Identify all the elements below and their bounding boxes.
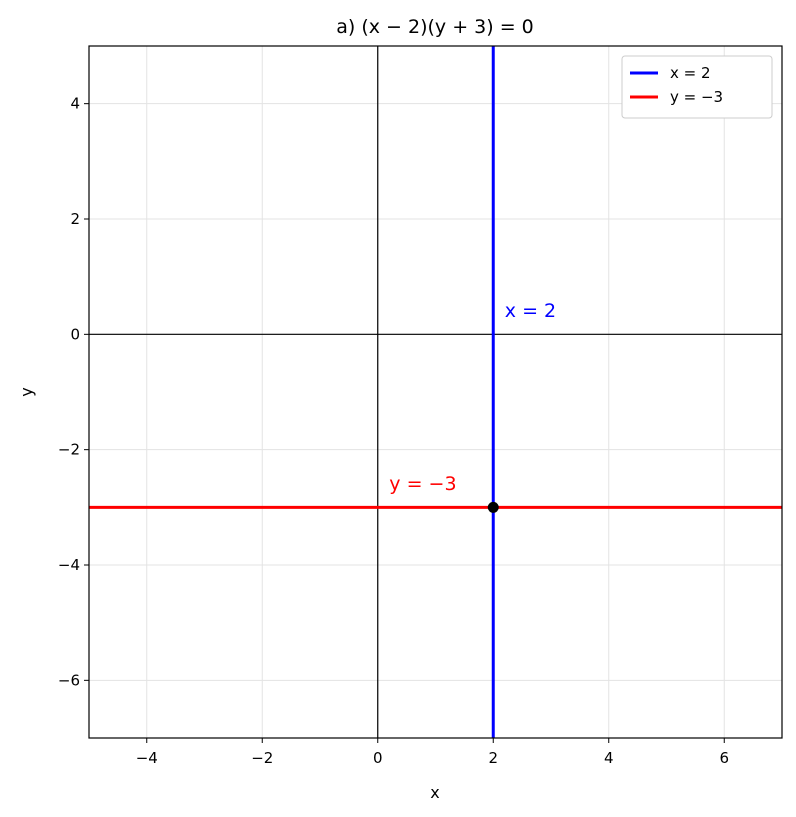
x-tick-label: 4 [604, 749, 614, 767]
y-tick-label: −2 [58, 441, 80, 459]
x-tick-label: −2 [251, 749, 273, 767]
y-tick-label: 2 [70, 210, 80, 228]
plot-frame [88, 45, 783, 739]
point [487, 501, 499, 513]
x-tick-label: 6 [719, 749, 729, 767]
annotation: x = 2 [505, 300, 556, 322]
x-axis-label: x [430, 783, 439, 802]
legend-label: x = 2 [670, 64, 711, 82]
legend-label: y = −3 [670, 88, 723, 106]
annotation: y = −3 [389, 473, 456, 495]
y-axis-label: y [17, 387, 36, 396]
y-tick-label: −6 [58, 671, 80, 689]
y-tick-label: 4 [70, 95, 80, 113]
x-tick-label: 2 [488, 749, 498, 767]
x-tick-label: −4 [136, 749, 158, 767]
y-tick-label: 0 [70, 325, 80, 343]
legend-box [621, 55, 773, 119]
x-tick-label: 0 [373, 749, 383, 767]
y-tick-label: −4 [58, 556, 80, 574]
chart-title: a) (x − 2)(y + 3) = 0 [336, 16, 534, 38]
